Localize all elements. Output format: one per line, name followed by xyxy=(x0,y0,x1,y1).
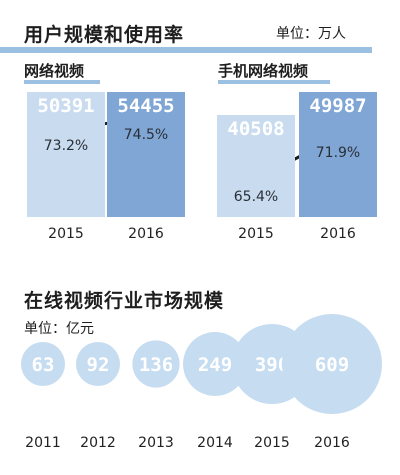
bubble-value-label: 609 xyxy=(315,354,349,376)
x-tick-label: 2015 xyxy=(238,226,274,242)
rate-label: 71.9% xyxy=(315,144,361,161)
market-size-title: 在线视频行业市场规模 xyxy=(24,290,225,312)
bar-2016 xyxy=(299,92,377,217)
bar-value-label: 54455 xyxy=(117,95,175,117)
x-tick-label: 2016 xyxy=(128,226,164,242)
bubble-2013 xyxy=(132,340,180,388)
x-tick-label: 2016 xyxy=(314,435,350,451)
bubble-value-label: 390 xyxy=(255,354,289,376)
x-tick-label: 2015 xyxy=(254,435,290,451)
x-tick-label: 2011 xyxy=(25,435,61,451)
title-underline xyxy=(0,47,372,53)
bubble-2011 xyxy=(21,342,65,386)
bar-2015 xyxy=(27,92,105,217)
bar-2016 xyxy=(107,92,185,217)
rate-label: 65.4% xyxy=(233,189,279,205)
bubble-value-label: 92 xyxy=(87,354,110,376)
panel-title-underline xyxy=(24,80,100,84)
chart-title-main: 用户规模和使用率 xyxy=(24,24,185,46)
bar-2015 xyxy=(217,115,295,217)
x-tick-label: 2016 xyxy=(320,226,356,242)
rate-label: 74.5% xyxy=(123,127,169,144)
bar-value-label: 50391 xyxy=(37,95,95,117)
bubble-2016 xyxy=(282,314,382,414)
rate-label: 73.2% xyxy=(43,138,89,154)
bubble-value-label: 136 xyxy=(139,354,173,376)
panel-title-online-video: 网络视频 xyxy=(24,62,85,80)
x-tick-label: 2015 xyxy=(48,226,84,242)
bubble-value-label: 63 xyxy=(32,354,55,376)
panel-title-mobile-video: 手机网络视频 xyxy=(218,62,309,80)
unit-label-users: 单位：万人 xyxy=(276,26,346,42)
bar-value-label: 40508 xyxy=(227,118,285,140)
bubble-2014 xyxy=(183,332,247,396)
x-tick-label: 2013 xyxy=(138,435,174,451)
bubble-value-label: 249 xyxy=(198,354,232,376)
bubble-2012 xyxy=(76,342,120,386)
x-tick-label: 2012 xyxy=(80,435,116,451)
bar-value-label: 49987 xyxy=(309,95,367,117)
unit-label-market: 单位：亿元 xyxy=(24,321,94,337)
x-tick-label: 2014 xyxy=(197,435,233,451)
panel-title-underline xyxy=(218,80,330,84)
